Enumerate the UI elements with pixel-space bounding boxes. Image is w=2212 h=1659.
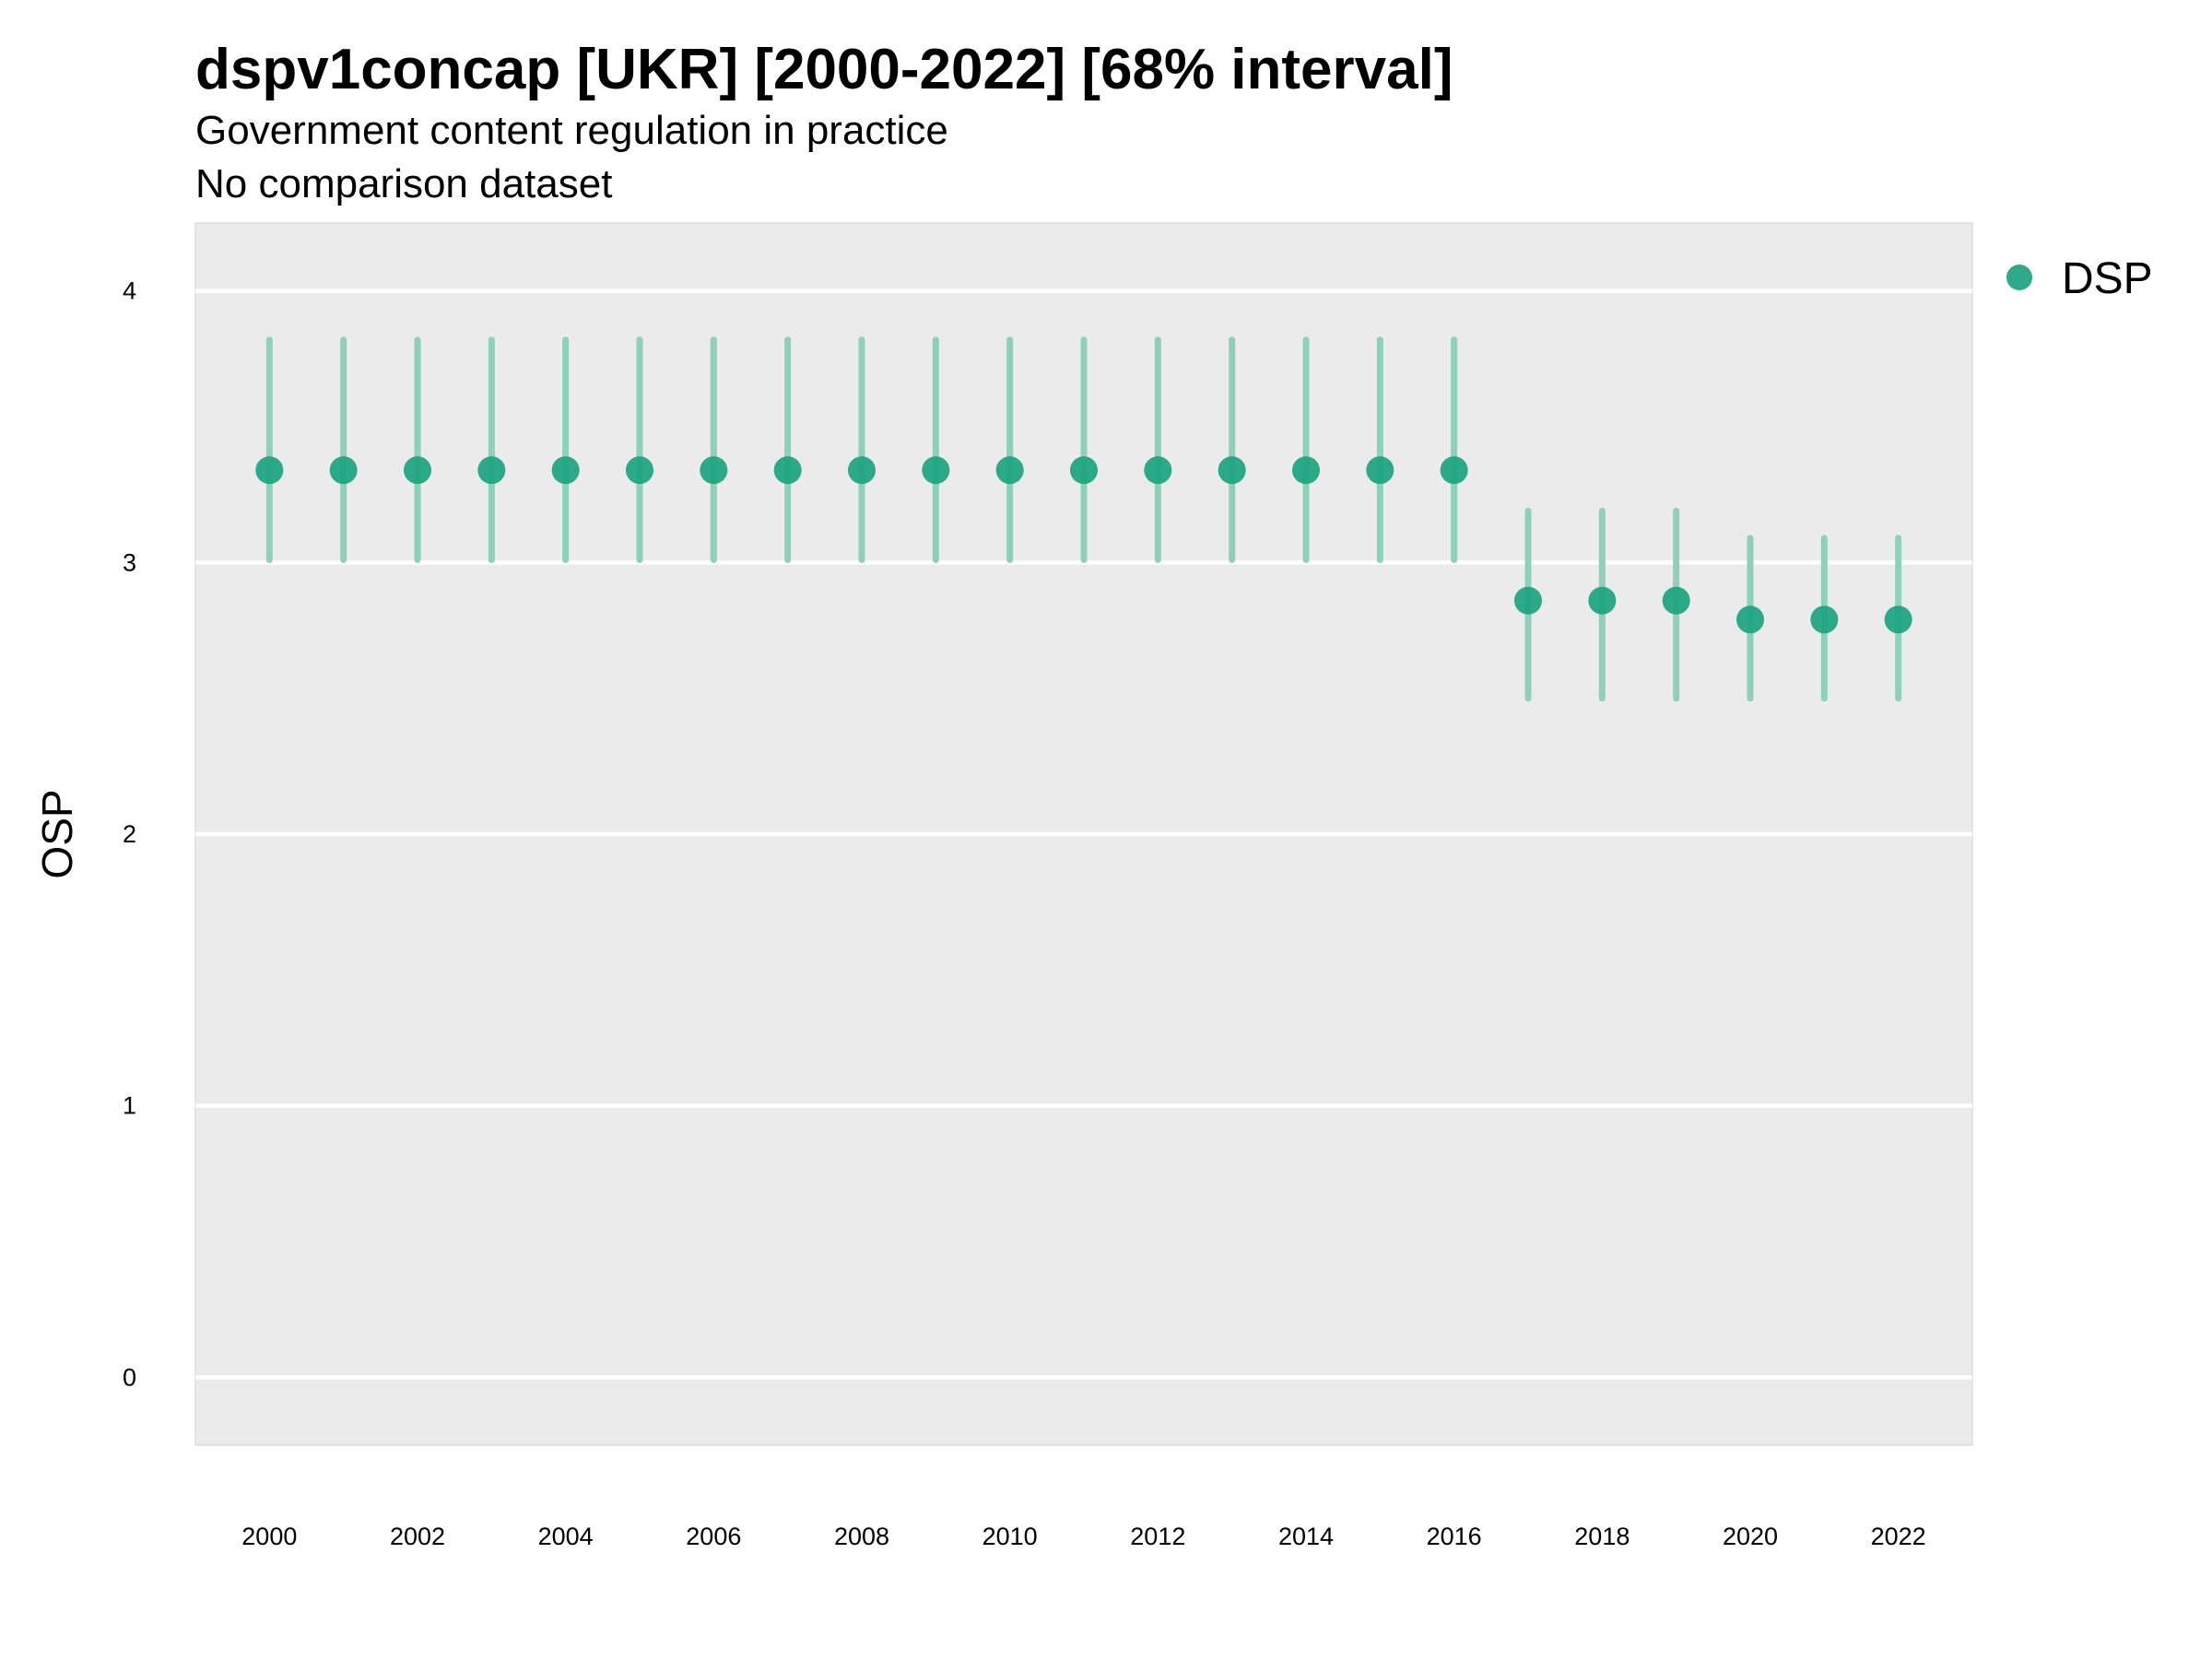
data-point-2012 bbox=[1144, 456, 1172, 485]
data-point-2009 bbox=[922, 456, 950, 485]
y-tick-label-0: 0 bbox=[123, 1363, 136, 1391]
x-tick-label-2004: 2004 bbox=[538, 1523, 594, 1550]
chart-title: dspv1concap [UKR] [2000-2022] [68% inter… bbox=[195, 38, 1453, 101]
data-point-2008 bbox=[848, 456, 876, 485]
x-tick-label-2002: 2002 bbox=[390, 1523, 445, 1550]
data-point-2010 bbox=[995, 456, 1024, 485]
data-points bbox=[255, 456, 1912, 634]
x-tick-label-2016: 2016 bbox=[1427, 1523, 1482, 1550]
data-point-2003 bbox=[477, 456, 506, 485]
y-tick-label-1: 1 bbox=[123, 1092, 136, 1120]
x-tick-label-2010: 2010 bbox=[982, 1523, 1038, 1550]
data-point-2019 bbox=[1662, 586, 1690, 615]
x-tick-label-2018: 2018 bbox=[1574, 1523, 1630, 1550]
data-point-2018 bbox=[1588, 586, 1617, 615]
x-tick-label-2012: 2012 bbox=[1130, 1523, 1185, 1550]
x-tick-label-2000: 2000 bbox=[241, 1523, 297, 1550]
legend-swatch-dsp bbox=[2006, 265, 2032, 290]
data-point-2016 bbox=[1440, 456, 1468, 485]
data-point-2005 bbox=[626, 456, 653, 485]
data-point-2013 bbox=[1218, 456, 1246, 485]
data-point-2001 bbox=[329, 456, 358, 485]
data-point-2004 bbox=[551, 456, 580, 485]
y-axis-ticks: 0 1 2 3 4 bbox=[123, 277, 136, 1392]
data-point-2022 bbox=[1884, 606, 1912, 634]
data-point-2006 bbox=[700, 456, 728, 485]
y-tick-label-3: 3 bbox=[123, 548, 136, 576]
data-point-2011 bbox=[1070, 456, 1098, 485]
chart-subtitle: Government content regulation in practic… bbox=[195, 108, 948, 153]
y-tick-label-4: 4 bbox=[123, 277, 136, 305]
data-point-2021 bbox=[1810, 606, 1839, 634]
data-point-2007 bbox=[773, 456, 802, 485]
x-tick-label-2008: 2008 bbox=[834, 1523, 889, 1550]
chart-caption: No comparison dataset bbox=[195, 161, 612, 206]
y-tick-label-2: 2 bbox=[123, 820, 136, 848]
data-point-2017 bbox=[1514, 586, 1542, 615]
grid-lines bbox=[195, 288, 1972, 1380]
legend: DSP bbox=[2006, 254, 2153, 303]
data-point-2015 bbox=[1366, 456, 1394, 485]
x-tick-label-2006: 2006 bbox=[686, 1523, 741, 1550]
data-point-2000 bbox=[255, 456, 284, 485]
x-tick-label-2020: 2020 bbox=[1723, 1523, 1778, 1550]
x-tick-label-2022: 2022 bbox=[1871, 1523, 1926, 1550]
data-point-2014 bbox=[1292, 456, 1320, 485]
x-tick-label-2014: 2014 bbox=[1278, 1523, 1334, 1550]
data-point-2020 bbox=[1736, 606, 1764, 634]
y-axis-label: OSP bbox=[33, 789, 81, 878]
x-axis-ticks: 2000 2002 2004 2006 2008 2010 2012 2014 2016 2018… bbox=[241, 1523, 1925, 1550]
data-point-2002 bbox=[404, 456, 431, 485]
legend-label-dsp: DSP bbox=[2062, 254, 2153, 303]
